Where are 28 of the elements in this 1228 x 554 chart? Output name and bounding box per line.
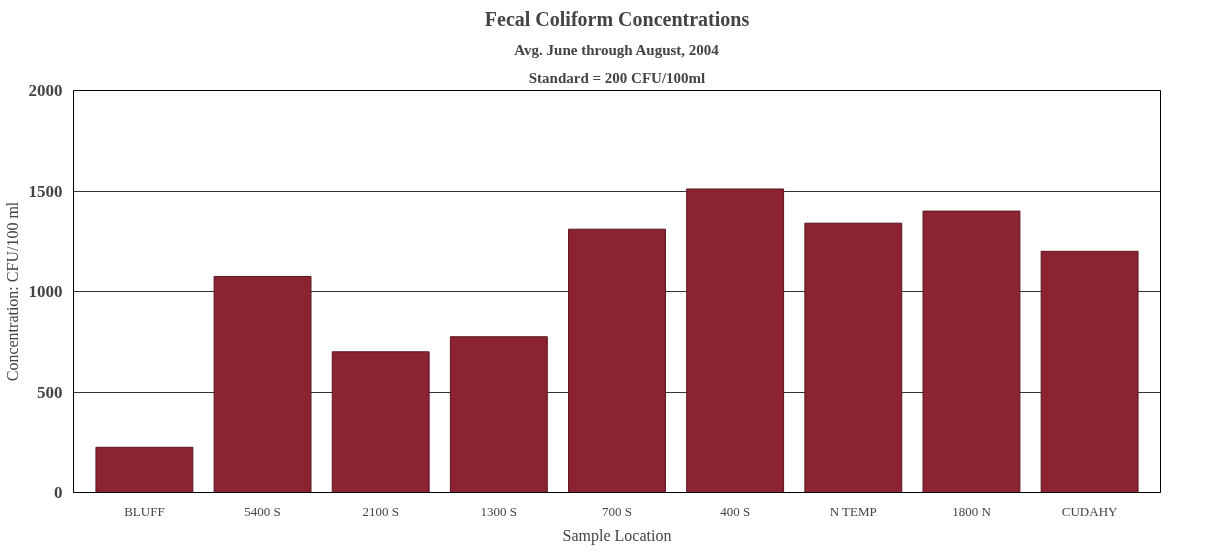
bar (449, 336, 548, 493)
x-tick-label: 2100 S (362, 503, 399, 519)
x-tick-label: 1300 S (480, 503, 518, 519)
x-tick-label: 700 S (602, 503, 632, 519)
y-tick-label: 1500 (28, 181, 63, 201)
x-tick-label: BLUFF (124, 503, 165, 519)
x-axis-title: Sample Location (562, 526, 672, 545)
y-tick-label: 1000 (28, 282, 63, 301)
y-tick-label: 500 (37, 382, 63, 402)
bar (213, 275, 312, 493)
x-tick-label: 1800 N (952, 503, 992, 519)
y-tick-label: 2000 (28, 81, 63, 100)
bar (568, 228, 666, 493)
y-axis-title: Concentration: CFU/100 ml (3, 201, 21, 382)
y-tick-label: 0 (54, 483, 63, 502)
bar (686, 188, 785, 493)
bar (922, 210, 1021, 493)
bar (1040, 250, 1139, 493)
x-tick-label: 5400 S (244, 503, 281, 519)
bar (804, 222, 903, 493)
chart-subtitle: Avg. June through August, 2004 (514, 41, 720, 58)
x-tick-label: 400 S (720, 503, 751, 519)
text: Standard = 200 CFU/100ml (528, 69, 706, 86)
x-tick-label: N TEMP (829, 503, 877, 519)
bar (331, 351, 430, 493)
x-tick-label: CUDAHY (1061, 503, 1119, 519)
chart-title: Fecal Coliform Concentrations (484, 7, 750, 30)
bar (95, 446, 194, 493)
